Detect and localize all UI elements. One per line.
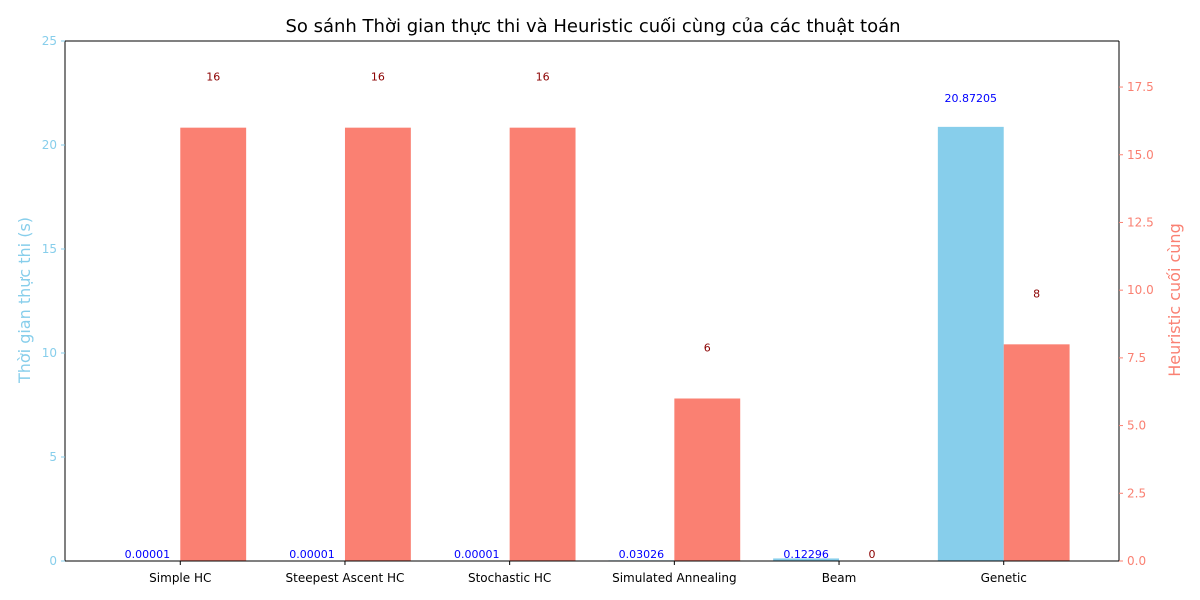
data-label-heuristic: 16 xyxy=(206,71,220,84)
bar-heuristic xyxy=(344,127,411,562)
bar-heuristic xyxy=(674,398,741,561)
data-label-time: 20.87205 xyxy=(945,92,998,105)
data-label-time: 0.12296 xyxy=(783,548,829,561)
y-right-tick-label: 0.0 xyxy=(1127,554,1146,568)
bar-heuristic xyxy=(1003,344,1070,561)
data-label-heuristic: 0 xyxy=(868,548,875,561)
bar-time xyxy=(937,126,1004,561)
y-right-tick-label: 10.0 xyxy=(1127,283,1154,297)
bar-heuristic xyxy=(509,127,576,562)
y-right-tick-label: 15.0 xyxy=(1127,148,1154,162)
y-right-tick-label: 7.5 xyxy=(1127,351,1146,365)
bar-time xyxy=(773,558,840,561)
x-tick-label: Stochastic HC xyxy=(468,571,551,585)
y-left-tick-label: 10 xyxy=(42,346,57,360)
data-label-time: 0.00001 xyxy=(289,548,335,561)
data-label-heuristic: 6 xyxy=(704,342,711,355)
x-tick-label: Genetic xyxy=(981,571,1027,585)
data-label-heuristic: 8 xyxy=(1033,287,1040,300)
chart-axes: Simple HC Steepest Ascent HC Stochastic HC… xyxy=(42,34,1154,585)
data-label-heuristic: 16 xyxy=(536,71,550,84)
y-right-tick-label: 5.0 xyxy=(1127,419,1146,433)
x-tick-label: Simulated Annealing xyxy=(612,571,737,585)
x-tick-label: Steepest Ascent HC xyxy=(286,571,405,585)
x-tick-label: Beam xyxy=(822,571,857,585)
y-left-tick-label: 20 xyxy=(42,138,57,152)
y-right-tick-label: 17.5 xyxy=(1127,80,1154,94)
y-right-tick-label: 2.5 xyxy=(1127,486,1146,500)
data-label-time: 0.00001 xyxy=(454,548,500,561)
data-label-time: 0.00001 xyxy=(125,548,171,561)
y-left-tick-label: 15 xyxy=(42,242,57,256)
bar-heuristic xyxy=(180,127,247,562)
y-axis-left-label: Thời gian thực thi (s) xyxy=(15,217,34,384)
data-label-time: 0.03026 xyxy=(619,548,665,561)
chart-marks: 0.00001 16 0.00001 16 0.00001 16 0.03026 6 0.122… xyxy=(114,71,1070,562)
chart-title: So sánh Thời gian thực thi và Heuristic … xyxy=(285,16,900,37)
data-label-heuristic: 16 xyxy=(371,71,385,84)
y-axis-right-label: Heuristic cuối cùng xyxy=(1165,223,1184,376)
y-left-tick-label: 0 xyxy=(49,554,57,568)
y-left-tick-label: 25 xyxy=(42,34,57,48)
y-left-tick-label: 5 xyxy=(49,450,57,464)
x-tick-label: Simple HC xyxy=(149,571,211,585)
y-right-tick-label: 12.5 xyxy=(1127,215,1154,229)
